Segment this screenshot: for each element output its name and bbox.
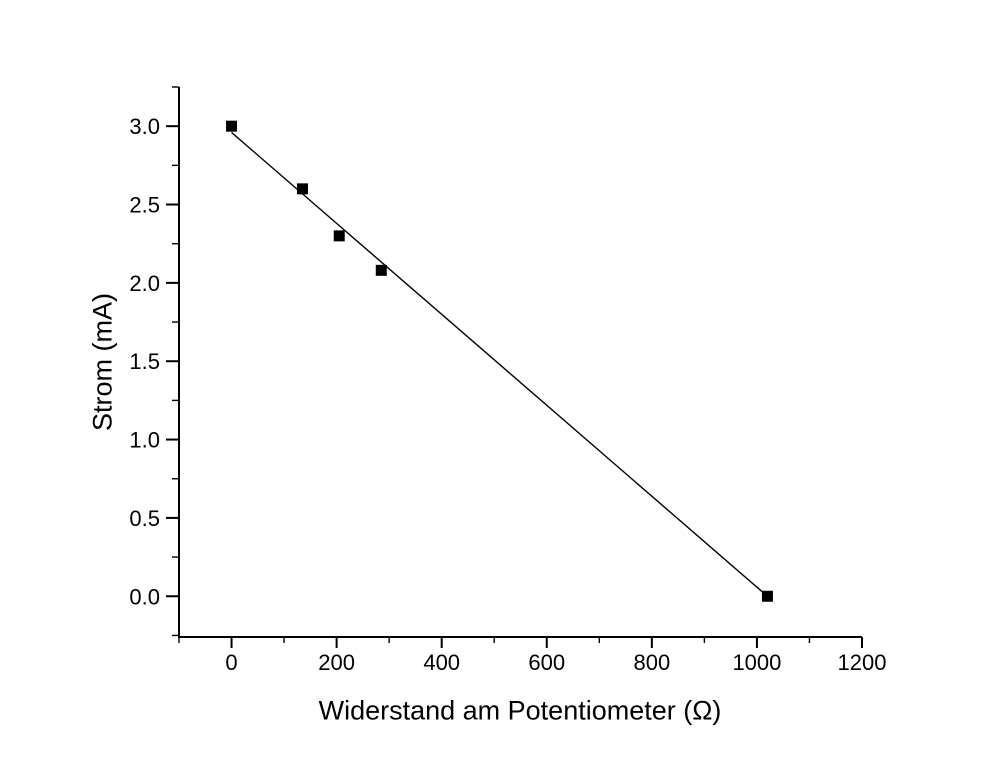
fit-line (231, 131, 768, 597)
y-tick-label: 1.0 (129, 428, 160, 453)
data-point-marker (761, 590, 773, 602)
x-tick-label: 800 (633, 650, 670, 675)
y-axis-title: Strom (mA) (87, 293, 118, 431)
data-point-marker (375, 264, 387, 276)
x-tick-label: 1200 (838, 650, 887, 675)
x-tick-label: 600 (528, 650, 565, 675)
y-tick-label: 3.0 (129, 114, 160, 139)
y-tick-label: 1.5 (129, 349, 160, 374)
y-tick-label: 0.5 (129, 506, 160, 531)
x-tick-label: 400 (423, 650, 460, 675)
data-point-marker (226, 120, 238, 132)
y-tick-label: 0.0 (129, 584, 160, 609)
data-point-marker (296, 183, 308, 195)
x-axis-title: Widerstand am Potentiometer (Ω) (318, 695, 722, 726)
x-tick-label: 1000 (732, 650, 781, 675)
x-tick-label: 0 (225, 650, 237, 675)
x-tick-label: 200 (318, 650, 355, 675)
y-tick-label: 2.0 (129, 271, 160, 296)
y-tick-label: 2.5 (129, 193, 160, 218)
data-point-marker (333, 230, 345, 242)
